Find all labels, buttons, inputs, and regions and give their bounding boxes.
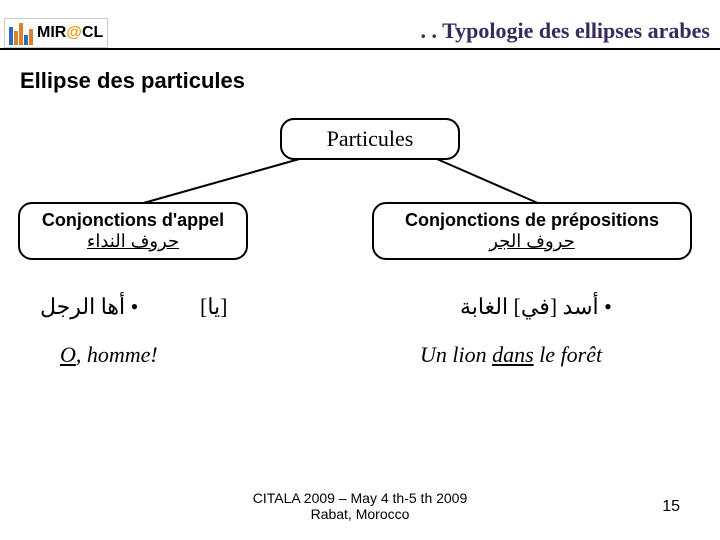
node-root: Particules [280, 118, 460, 160]
example-left-translation: O, homme! [60, 342, 158, 368]
node-left-title: Conjonctions d'appel [32, 210, 234, 231]
footer-line2: Rabat, Morocco [0, 506, 720, 522]
logo-bars [9, 21, 33, 45]
example-right-translation: Un lion dans le forêt [420, 342, 602, 368]
logo: MIR@CL [4, 18, 108, 48]
header-title: . . Typologie des ellipses arabes [421, 18, 710, 48]
footer-line1: CITALA 2009 – May 4 th-5 th 2009 [0, 490, 720, 506]
page-number: 15 [662, 498, 680, 516]
example-left-bracket: [يا] [200, 294, 227, 320]
footer: CITALA 2009 – May 4 th-5 th 2009 Rabat, … [0, 490, 720, 522]
example-left-arabic: • أها الرجل [40, 294, 138, 320]
logo-text: MIR@CL [37, 24, 103, 42]
example-right-arabic: • أسد [في] الغابة [460, 294, 612, 320]
node-left: Conjonctions d'appel حروف النداء [18, 202, 248, 260]
slide-subtitle: Ellipse des particules [0, 50, 720, 94]
node-right-arabic: حروف الجر [386, 231, 678, 252]
diagram: Particules Conjonctions d'appel حروف الن… [0, 94, 720, 424]
node-left-arabic: حروف النداء [32, 231, 234, 252]
node-right: Conjonctions de prépositions حروف الجر [372, 202, 692, 260]
header: MIR@CL . . Typologie des ellipses arabes [0, 0, 720, 50]
node-root-label: Particules [294, 126, 446, 152]
node-right-title: Conjonctions de prépositions [386, 210, 678, 231]
